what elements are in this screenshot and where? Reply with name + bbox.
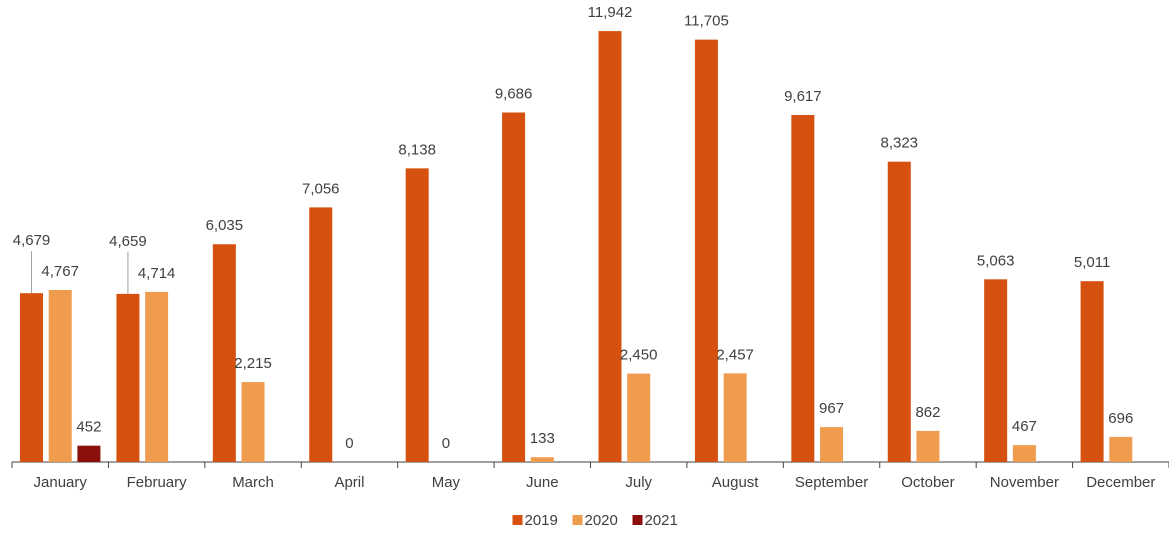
data-label: 2,457: [716, 346, 754, 363]
bar: [1109, 436, 1133, 462]
data-label: 5,011: [1074, 254, 1110, 271]
x-tick-label: September: [795, 474, 868, 491]
bar: [723, 373, 747, 462]
bar: [405, 168, 429, 463]
x-tick-label: April: [334, 474, 364, 491]
data-label: 2,215: [234, 355, 272, 372]
legend-label: 2019: [525, 512, 558, 529]
data-label: 9,686: [495, 85, 533, 102]
bar: [916, 430, 940, 462]
legend-swatch: [632, 515, 643, 525]
bar: [20, 293, 44, 462]
legend-swatch: [512, 515, 523, 525]
bar: [530, 457, 554, 462]
data-label: 8,138: [398, 141, 436, 158]
data-label: 696: [1108, 410, 1133, 427]
bar: [627, 373, 651, 462]
legend-swatch: [572, 515, 583, 525]
data-label: 0: [442, 435, 450, 452]
x-tick-label: August: [712, 474, 760, 491]
bar: [694, 39, 718, 462]
data-label: 4,679: [13, 232, 51, 249]
data-label: 467: [1012, 418, 1037, 435]
data-label: 0: [345, 435, 353, 452]
bar: [598, 31, 622, 462]
bar: [116, 293, 140, 462]
data-label: 4,714: [138, 265, 176, 282]
bar: [984, 279, 1008, 462]
bar: [791, 114, 815, 463]
legend-label: 2020: [585, 512, 618, 529]
x-tick-label: July: [625, 474, 652, 491]
x-tick-label: May: [432, 474, 461, 491]
bar: [48, 289, 72, 462]
data-label: 862: [915, 404, 940, 421]
bar: [502, 112, 526, 463]
data-label: 4,767: [41, 263, 79, 280]
data-label: 11,705: [684, 13, 729, 30]
x-tick-label: October: [901, 474, 954, 491]
bar: [1080, 281, 1104, 462]
bar: [77, 445, 101, 462]
x-tick-label: December: [1086, 474, 1155, 491]
data-label: 9,617: [784, 88, 822, 105]
data-label: 7,056: [302, 180, 340, 197]
data-label: 2,450: [620, 347, 658, 364]
data-label: 452: [76, 419, 101, 436]
x-tick-label: March: [232, 474, 274, 491]
data-label: 133: [530, 430, 555, 447]
x-tick-label: November: [990, 474, 1059, 491]
data-label: 6,035: [206, 217, 244, 234]
data-label: 4,659: [109, 233, 147, 250]
data-label: 967: [819, 400, 844, 417]
x-tick-label: January: [34, 474, 88, 491]
bar: [887, 161, 911, 463]
data-label: 8,323: [880, 135, 918, 152]
data-label: 11,942: [588, 4, 633, 21]
bar: [145, 291, 169, 462]
bar: [241, 382, 265, 462]
bar: [212, 244, 236, 462]
legend-label: 2021: [645, 512, 678, 529]
bar: [1012, 445, 1036, 462]
data-label: 5,063: [977, 252, 1015, 269]
x-tick-label: February: [127, 474, 188, 491]
bar: [820, 427, 844, 462]
bar: [309, 207, 333, 462]
x-tick-label: June: [526, 474, 559, 491]
